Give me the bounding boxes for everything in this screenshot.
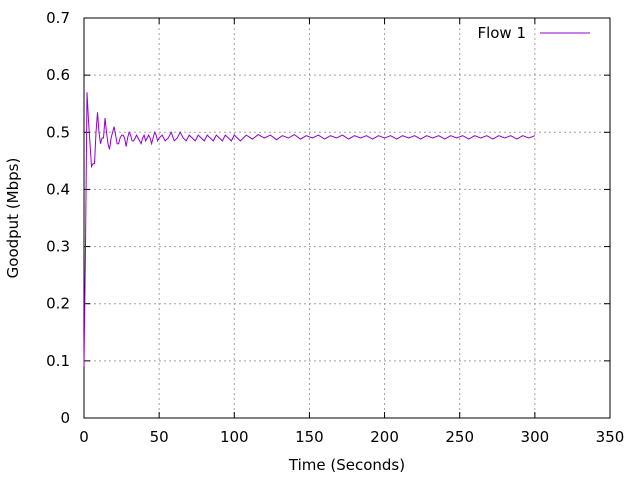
y-tick-label: 0.6 [46, 66, 70, 84]
x-tick-label: 200 [370, 428, 399, 446]
series-line-flow-1 [83, 92, 536, 367]
y-tick-label: 0.1 [46, 352, 70, 370]
y-tick-label: 0.7 [46, 9, 70, 27]
x-tick-label: 0 [79, 428, 89, 446]
y-tick-label: 0.2 [46, 295, 70, 313]
x-tick-label: 350 [596, 428, 625, 446]
x-tick-label: 150 [295, 428, 324, 446]
x-tick-label: 300 [521, 428, 550, 446]
legend: Flow 1 [477, 24, 590, 42]
legend-label: Flow 1 [477, 24, 526, 42]
y-tick-label: 0.3 [46, 238, 70, 256]
y-axis-label: Goodput (Mbps) [4, 158, 22, 279]
x-tick-label: 50 [150, 428, 169, 446]
tick-labels: 0 50 100 150 200 250 300 350 0 0.1 0.2 0.3 0.4 0.5 0.6… [46, 9, 624, 446]
x-axis-label: Time (Seconds) [288, 456, 405, 474]
plot-frame [83, 17, 611, 419]
y-tick-label: 0 [60, 409, 70, 427]
grid-lines [84, 18, 610, 418]
y-tick-label: 0.5 [46, 123, 70, 141]
axis-ticks [83, 17, 611, 419]
series-lines [83, 92, 536, 367]
x-tick-label: 100 [220, 428, 249, 446]
y-tick-label: 0.4 [46, 180, 70, 198]
x-tick-label: 250 [445, 428, 474, 446]
